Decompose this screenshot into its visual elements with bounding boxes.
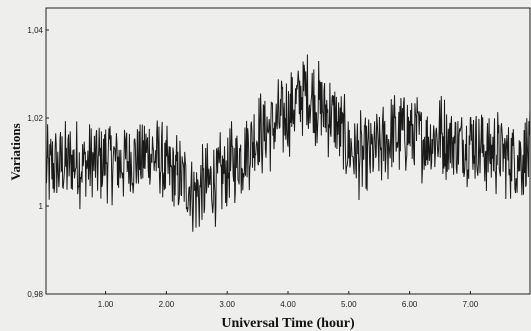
x-tick-label: 2.00 [159,300,175,309]
x-axis-title: Universal Time (hour) [221,316,355,331]
y-axis-title: Variations [8,123,23,180]
x-tick-label: 7.00 [463,300,479,309]
x-axis: 1.00 2.00 3.00 4.00 5.00 6.00 7.00 [98,291,479,309]
y-tick-label: 1,04 [27,26,43,35]
y-tick-label: 0,98 [27,290,43,299]
x-tick-label: 6.00 [402,300,418,309]
y-tick-label: 1 [39,202,44,211]
series-line [45,54,531,232]
y-tick-label: 1,02 [27,114,43,123]
x-tick-label: 3.00 [219,300,235,309]
x-tick-label: 4.00 [280,300,296,309]
x-tick-label: 5.00 [341,300,357,309]
x-tick-label: 1.00 [98,300,114,309]
y-axis: 0,98 1 1,02 1,04 [27,26,49,299]
